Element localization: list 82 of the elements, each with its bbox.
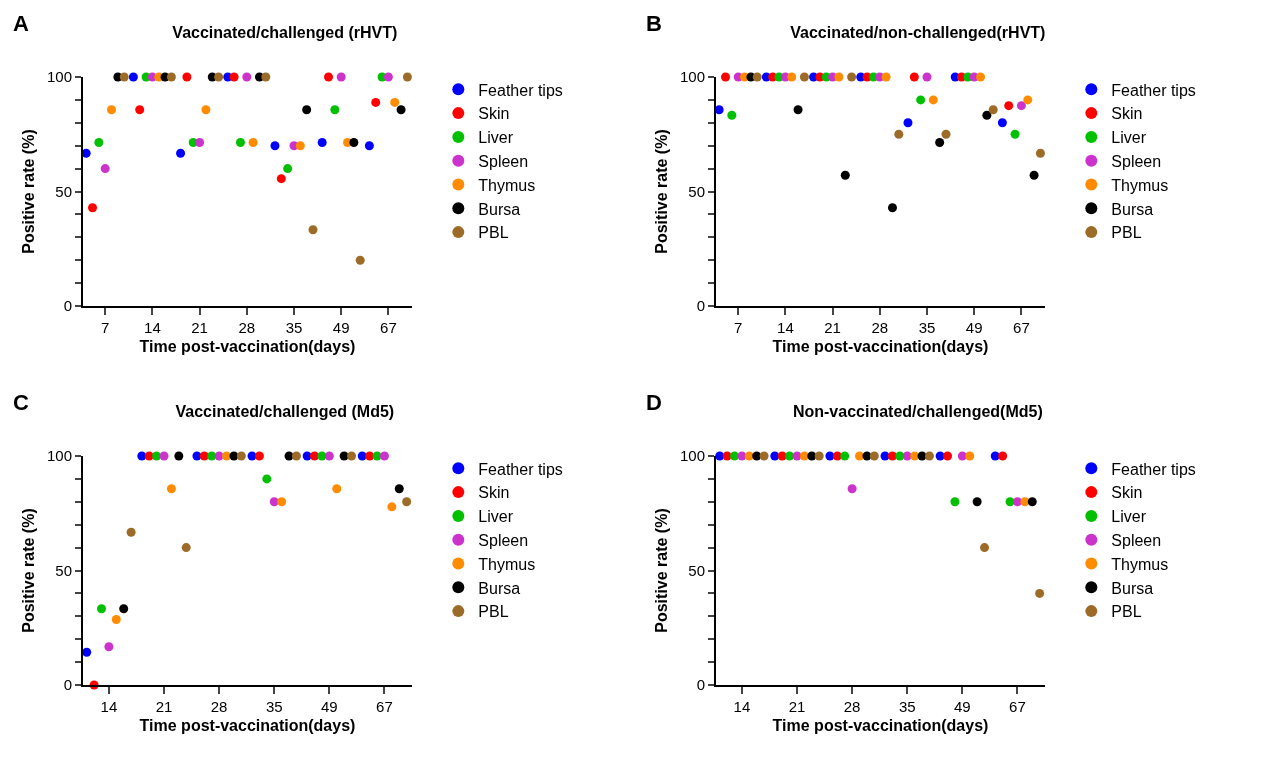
x-tick-label: 67	[376, 698, 393, 715]
y-tick-label: 100	[679, 68, 705, 86]
x-tick-label: 67	[1009, 698, 1026, 715]
x-tick-label: 21	[824, 319, 841, 336]
legend-label: Thymus	[1111, 555, 1169, 573]
legend-label: Bursa	[478, 579, 521, 597]
y-tick-label: 0	[696, 676, 705, 694]
y-axis-title: Positive rate (%)	[653, 508, 671, 633]
legend-label: Feather tips	[478, 460, 563, 478]
x-tick-label: 21	[191, 319, 208, 336]
x-axis-title: Time post-vaccination(days)	[139, 338, 356, 356]
x-tick-label: 28	[871, 319, 889, 336]
x-tick-label: 49	[954, 698, 971, 715]
x-tick-label: 14	[733, 698, 751, 715]
x-tick-label: 49	[321, 698, 338, 715]
y-axis-title: Positive rate (%)	[653, 129, 671, 254]
y-axis-title: Positive rate (%)	[20, 129, 38, 254]
x-tick-label: 35	[918, 319, 936, 336]
legend-label: Thymus	[1111, 176, 1169, 194]
chart-title: Vaccinated/challenged (rHVT)	[172, 23, 398, 41]
chart-title: Non-vaccinated/challenged(Md5)	[792, 402, 1043, 420]
legend-label: Thymus	[478, 555, 536, 573]
y-tick-label: 0	[696, 297, 705, 315]
legend-label: PBL	[478, 603, 509, 621]
x-axis-title: Time post-vaccination(days)	[139, 717, 356, 735]
y-tick-label: 0	[63, 676, 72, 694]
x-axis-title: Time post-vaccination(days)	[772, 338, 989, 356]
x-tick-label: 14	[100, 698, 118, 715]
legend-label: PBL	[478, 224, 509, 242]
legend-label: Thymus	[478, 176, 536, 194]
x-tick-label: 28	[843, 698, 861, 715]
x-tick-label: 14	[777, 319, 794, 336]
x-tick-label: 7	[101, 319, 110, 336]
text: D	[646, 390, 662, 415]
y-tick-label: 100	[679, 447, 705, 465]
x-tick-label: 49	[965, 319, 983, 336]
x-tick-label: 28	[210, 698, 228, 715]
x-tick-label: 14	[144, 319, 161, 336]
legend-label: Bursa	[1111, 200, 1154, 218]
legend-label: Liver	[1111, 508, 1147, 526]
legend-label: Feather tips	[1111, 460, 1196, 478]
legend-label: Skin	[1111, 484, 1143, 502]
y-tick-label: 50	[55, 182, 72, 200]
legend-label: Liver	[478, 129, 514, 147]
x-tick-label: 35	[285, 319, 303, 336]
x-tick-label: 67	[380, 319, 397, 336]
chart-title: Vaccinated/non-challenged(rHVT)	[790, 23, 1046, 41]
legend-label: Liver	[478, 508, 514, 526]
x-tick-label: 21	[155, 698, 173, 715]
x-tick-label: 67	[1013, 319, 1030, 336]
legend-label: Bursa	[478, 200, 521, 218]
x-tick-label: 35	[265, 698, 283, 715]
legend-label: PBL	[1111, 603, 1142, 621]
y-tick-label: 0	[63, 297, 72, 315]
y-tick-label: 50	[688, 182, 705, 200]
legend-label: Spleen	[478, 531, 529, 549]
legend-label: PBL	[1111, 224, 1142, 242]
y-tick-label: 100	[46, 447, 72, 465]
legend-label: Skin	[478, 484, 510, 502]
legend-label: Skin	[478, 105, 510, 123]
x-tick-label: 35	[898, 698, 916, 715]
chart-title: Vaccinated/challenged (Md5)	[175, 402, 395, 420]
legend-label: Spleen	[1111, 531, 1162, 549]
x-axis-title: Time post-vaccination(days)	[772, 717, 989, 735]
legend-label: Feather tips	[478, 81, 563, 99]
x-tick-label: 21	[788, 698, 806, 715]
legend-label: Spleen	[478, 152, 529, 170]
x-tick-label: 7	[734, 319, 743, 336]
legend-label: Spleen	[1111, 152, 1162, 170]
legend-label: Liver	[1111, 129, 1147, 147]
legend-label: Bursa	[1111, 579, 1154, 597]
x-tick-label: 28	[238, 319, 256, 336]
legend-label: Feather tips	[1111, 81, 1196, 99]
legend-label: Skin	[1111, 105, 1143, 123]
text: A	[13, 11, 29, 36]
y-tick-label: 50	[688, 561, 705, 579]
y-axis-title: Positive rate (%)	[20, 508, 38, 633]
text: B	[646, 11, 662, 36]
x-tick-label: 49	[332, 319, 350, 336]
text: C	[13, 390, 29, 415]
y-tick-label: 100	[46, 68, 72, 86]
y-tick-label: 50	[55, 561, 72, 579]
